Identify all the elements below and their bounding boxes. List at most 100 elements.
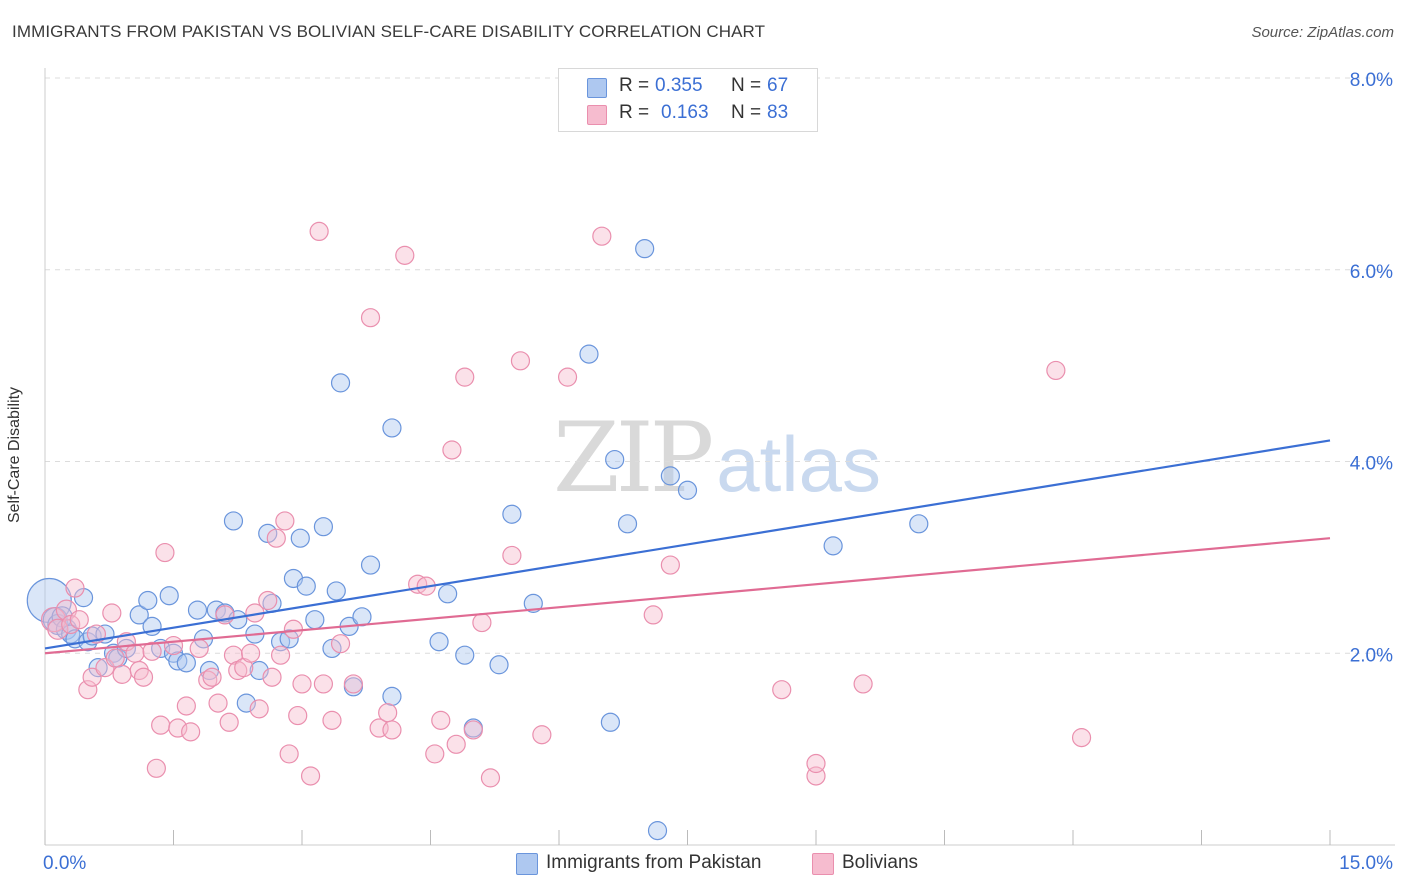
bolivian-point [82, 667, 102, 687]
bolivian-point [446, 734, 466, 754]
bolivian-point [480, 768, 501, 788]
bolivian-point [270, 645, 291, 665]
pakistan-point [382, 418, 402, 438]
bolivian-point [455, 367, 475, 387]
y-tick-label: 6.0% [1350, 262, 1393, 283]
bolivian-point [502, 545, 522, 566]
bolivian-point [266, 528, 286, 548]
pakistan-point [429, 632, 449, 652]
bolivian-point [223, 645, 244, 665]
bottom-legend-label-pakistan: Immigrants from Pakistan [546, 852, 762, 873]
watermark: ZIPatlas [553, 402, 881, 514]
pakistan-point [279, 629, 299, 649]
bolivian-point [125, 643, 145, 663]
bolivian-point [313, 674, 334, 694]
bolivian-point [395, 245, 415, 265]
watermark-zip: ZIP [553, 402, 714, 514]
pakistan-point [159, 586, 179, 606]
pakistan-point [176, 653, 196, 673]
bolivian-point [322, 710, 342, 730]
bolivian-point [806, 753, 826, 774]
legend-n-label: N = [731, 75, 762, 96]
bolivian-point [151, 715, 171, 735]
bolivian-point [592, 226, 612, 246]
bolivian-point [292, 674, 312, 694]
pakistan-point [305, 610, 325, 630]
bolivian-point [133, 667, 154, 687]
pakistan-point [605, 449, 625, 470]
bolivian-point [283, 619, 304, 639]
legend-swatch-bolivians [587, 105, 607, 125]
bolivian-point [258, 590, 278, 611]
bolivian-point [472, 612, 492, 633]
bolivian-point [442, 440, 462, 460]
legend-r-value-bolivians: 0.163 [661, 102, 709, 123]
bolivian-point [660, 555, 680, 575]
pakistan-point [579, 344, 599, 364]
bolivian-point [431, 710, 451, 730]
pakistan-point [88, 658, 108, 678]
x-tick-label-max: 15.0% [1339, 853, 1393, 874]
bolivian-point [557, 367, 578, 387]
legend-n-label: N = [731, 102, 762, 123]
bolivian-point [425, 744, 445, 764]
pakistan-point [455, 645, 475, 665]
pakistan-point [326, 581, 346, 601]
bolivian-point [360, 308, 381, 328]
source-label: Source: ZipAtlas.com [1251, 24, 1394, 41]
pakistan-point [660, 466, 680, 486]
pakistan-point [647, 821, 668, 841]
correlation-legend: R = 0.355 N = 67 R = 0.163 N = 83 [558, 68, 818, 132]
pakistan-point [600, 712, 621, 732]
bolivian-point [275, 511, 295, 531]
bolivian-trend-line [44, 537, 1331, 655]
legend-n-value-pakistan: 67 [767, 75, 789, 96]
pakistan-point [523, 593, 543, 613]
bolivian-point [378, 703, 398, 723]
bolivian-point [155, 542, 175, 563]
bolivian-point [163, 635, 184, 656]
bottom-legend-swatch-pakistan [516, 853, 538, 875]
pakistan-trend-line [44, 439, 1331, 650]
bolivian-point [1071, 728, 1092, 748]
legend-r-value-pakistan: 0.355 [655, 75, 703, 96]
bolivian-point [853, 674, 873, 694]
bottom-legend-swatch-bolivians [812, 853, 834, 875]
pakistan-point [26, 577, 72, 624]
pakistan-point [352, 607, 372, 627]
bolivian-point [105, 648, 125, 668]
bolivian-point [47, 618, 69, 640]
y-tick-label: 8.0% [1350, 70, 1393, 91]
bolivian-point [262, 667, 282, 687]
bolivian-point [168, 718, 188, 738]
bottom-legend-label-bolivians: Bolivians [842, 852, 919, 873]
y-axis-label: Self-Care Disability [6, 386, 23, 524]
chart-title: IMMIGRANTS FROM PAKISTAN VS BOLIVIAN SEL… [12, 22, 766, 41]
pakistan-point [290, 528, 310, 548]
bolivian-point [102, 603, 122, 623]
pakistan-point [635, 239, 655, 259]
bolivian-point [241, 643, 261, 663]
bolivian-point [249, 699, 269, 719]
bolivian-point [772, 680, 792, 700]
bolivian-point [300, 766, 321, 786]
watermark-atlas: atlas [716, 420, 881, 508]
bolivian-point [176, 696, 196, 716]
pakistan-point [360, 555, 381, 575]
bolivian-point [65, 578, 85, 598]
bolivian-point [643, 605, 663, 625]
bolivian-point [510, 351, 531, 371]
legend-swatch-pakistan [587, 78, 607, 98]
bolivian-point [309, 221, 329, 241]
x-tick-label-min: 0.0% [43, 853, 86, 874]
bolivian-point [279, 744, 299, 764]
pakistan-point [187, 600, 208, 620]
bolivian-point [95, 658, 115, 678]
pakistan-point [909, 514, 929, 534]
pakistan-point [489, 655, 509, 675]
y-tick-label: 4.0% [1350, 454, 1393, 475]
legend-n-value-bolivians: 83 [767, 102, 789, 123]
pakistan-point [330, 373, 351, 393]
bolivian-point [112, 664, 132, 684]
